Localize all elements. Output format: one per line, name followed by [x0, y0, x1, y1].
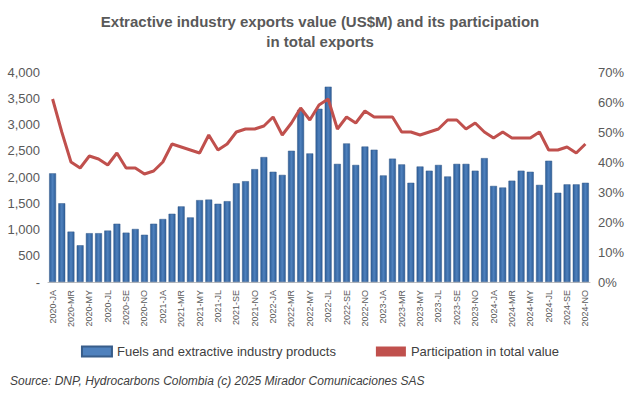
svg-text:2022-MR: 2022-MR: [286, 290, 296, 328]
svg-text:Fuels and extractive industry: Fuels and extractive industry products: [117, 344, 336, 359]
svg-text:2023-SE: 2023-SE: [452, 290, 462, 325]
svg-text:2022-NO: 2022-NO: [360, 290, 370, 327]
svg-text:2024-JL: 2024-JL: [544, 290, 554, 323]
svg-text:2020-MR: 2020-MR: [66, 290, 76, 328]
svg-text:500: 500: [18, 248, 40, 263]
svg-text:2022-MY: 2022-MY: [305, 290, 315, 327]
svg-text:2020-SE: 2020-SE: [121, 290, 131, 325]
svg-text:Participation in total value: Participation in total value: [411, 344, 559, 359]
svg-text:60%: 60%: [598, 95, 624, 110]
svg-text:70%: 70%: [598, 65, 624, 80]
svg-text:2024-MR: 2024-MR: [507, 290, 517, 328]
svg-text:2021-NO: 2021-NO: [250, 290, 260, 327]
svg-text:2023-JA: 2023-JA: [378, 290, 388, 324]
svg-text:2022-SE: 2022-SE: [342, 290, 352, 325]
svg-text:Source: DNP, Hydrocarbons Colo: Source: DNP, Hydrocarbons Colombia (c) 2…: [10, 374, 425, 388]
svg-text:2020-NO: 2020-NO: [139, 290, 149, 327]
svg-text:2023-MR: 2023-MR: [397, 290, 407, 328]
svg-text:2,000: 2,000: [7, 170, 40, 185]
svg-text:3,000: 3,000: [7, 117, 40, 132]
svg-text:2021-MY: 2021-MY: [195, 290, 205, 327]
svg-text:2021-JL: 2021-JL: [213, 290, 223, 323]
svg-text:in total exports: in total exports: [266, 33, 374, 50]
svg-text:50%: 50%: [598, 125, 624, 140]
svg-text:2023-MY: 2023-MY: [415, 290, 425, 327]
svg-text:2024-MY: 2024-MY: [525, 290, 535, 327]
svg-text:2020-JA: 2020-JA: [48, 290, 58, 324]
svg-text:1,500: 1,500: [7, 196, 40, 211]
svg-text:2024-SE: 2024-SE: [562, 290, 572, 325]
svg-text:40%: 40%: [598, 155, 624, 170]
svg-text:10%: 10%: [598, 245, 624, 260]
svg-text:1,000: 1,000: [7, 222, 40, 237]
svg-text:2022-JA: 2022-JA: [268, 290, 278, 324]
svg-text:4,000: 4,000: [7, 65, 40, 80]
svg-text:2,500: 2,500: [7, 143, 40, 158]
svg-text:2020-JL: 2020-JL: [103, 290, 113, 323]
svg-text:3,500: 3,500: [7, 91, 40, 106]
svg-text:30%: 30%: [598, 185, 624, 200]
svg-text:2022-JL: 2022-JL: [323, 290, 333, 323]
svg-text:2023-NO: 2023-NO: [470, 290, 480, 327]
svg-text:2021-JA: 2021-JA: [158, 290, 168, 324]
svg-text:Extractive industry exports va: Extractive industry exports value (US$M)…: [101, 13, 539, 30]
svg-text:2023-JL: 2023-JL: [433, 290, 443, 323]
svg-text:0%: 0%: [598, 275, 617, 290]
svg-text:2024-NO: 2024-NO: [580, 290, 590, 327]
svg-text:2021-MR: 2021-MR: [176, 290, 186, 328]
svg-text:20%: 20%: [598, 215, 624, 230]
svg-text:2024-JA: 2024-JA: [489, 290, 499, 324]
svg-text:2021-SE: 2021-SE: [231, 290, 241, 325]
svg-text:-: -: [36, 275, 40, 290]
svg-text:2020-MY: 2020-MY: [84, 290, 94, 327]
